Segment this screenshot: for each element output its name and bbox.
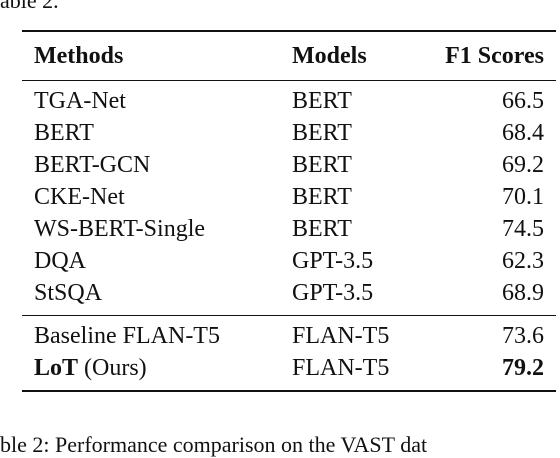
score-cell: 62.3: [502, 247, 544, 274]
method-cell: LoT (Ours): [22, 355, 292, 382]
score-cell: 73.6: [502, 322, 544, 349]
table-header-row: Methods Models F1 Scores: [22, 32, 556, 80]
method-cell: CKE-Net: [34, 183, 125, 210]
table-row: DQA GPT-3.5 62.3: [22, 245, 556, 277]
table-row: TGA-Net BERT 66.5: [22, 85, 556, 117]
method-cell: Baseline FLAN-T5: [34, 322, 220, 349]
table-row: BERT-GCN BERT 69.2: [22, 149, 556, 181]
score-cell: 68.9: [502, 279, 544, 306]
table-row: WS-BERT-Single BERT 74.5: [22, 213, 556, 245]
method-cell: DQA: [34, 247, 86, 274]
table-top-rule: [22, 30, 556, 32]
method-cell: StSQA: [34, 279, 103, 306]
score-cell: 69.2: [502, 151, 544, 178]
table-bottom-rule: [22, 390, 556, 392]
results-table: Methods Models F1 Scores TGA-Net BERT 66…: [22, 30, 556, 392]
score-cell: 70.1: [502, 183, 544, 210]
model-cell: BERT: [292, 119, 352, 146]
table-label-fragment: able 2.: [0, 0, 59, 13]
model-cell: GPT-3.5: [292, 247, 374, 274]
table-row: BERT BERT 68.4: [22, 117, 556, 149]
header-models: Models: [292, 42, 367, 69]
header-f1-scores: F1 Scores: [445, 42, 544, 69]
method-cell: BERT: [34, 119, 94, 146]
model-cell: BERT: [292, 87, 352, 114]
model-cell: FLAN-T5: [292, 322, 390, 349]
score-cell-best: 79.2: [502, 354, 544, 381]
header-methods: Methods: [34, 42, 124, 69]
table-row: StSQA GPT-3.5 68.9: [22, 277, 556, 309]
table-row: Baseline FLAN-T5 FLAN-T5 73.6: [22, 320, 556, 352]
model-cell: BERT: [292, 183, 352, 210]
group-separator-rule: [22, 315, 556, 316]
method-cell: WS-BERT-Single: [34, 215, 206, 242]
model-cell: BERT: [292, 151, 352, 178]
score-cell: 68.4: [502, 119, 544, 146]
method-cell: TGA-Net: [34, 87, 126, 114]
table-row: CKE-Net BERT 70.1: [22, 181, 556, 213]
method-suffix: (Ours): [78, 354, 147, 381]
table-caption-fragment: ble 2: Performance comparison on the VAS…: [0, 432, 428, 457]
model-cell: FLAN-T5: [292, 354, 390, 381]
model-cell: BERT: [292, 215, 352, 242]
score-cell: 74.5: [502, 215, 544, 242]
method-name-bold: LoT: [34, 354, 79, 381]
table-row-ours: LoT (Ours) FLAN-T5 79.2: [22, 352, 556, 384]
model-cell: GPT-3.5: [292, 279, 374, 306]
method-cell: BERT-GCN: [34, 151, 151, 178]
score-cell: 66.5: [502, 87, 544, 114]
header-rule: [22, 80, 556, 81]
